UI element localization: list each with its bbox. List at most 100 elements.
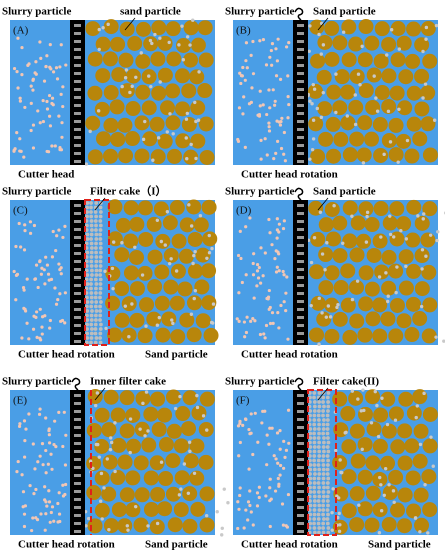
- sand-particle: [87, 51, 103, 67]
- slurry-particle: [36, 285, 40, 290]
- sand-particle: [165, 115, 181, 131]
- slurry-particle: [24, 427, 28, 431]
- slurry-particle: [143, 119, 147, 124]
- slurry-particle: [422, 212, 426, 216]
- slurry-particle: [339, 470, 343, 475]
- cake-particle: [325, 418, 330, 422]
- cake-particle: [317, 422, 322, 427]
- sand-particle: [158, 437, 174, 453]
- cake-particle: [321, 508, 326, 512]
- cake-particle: [89, 300, 94, 304]
- slurry-particle: [258, 332, 263, 337]
- slurry-particle: [334, 110, 338, 115]
- slurry-particle: [422, 391, 426, 396]
- slurry-particle: [61, 494, 66, 498]
- slurry-particle: [236, 253, 241, 258]
- cake-particle: [98, 210, 103, 214]
- sand-particle: [349, 131, 365, 147]
- sand-particle: [121, 296, 137, 312]
- slurry-particle: [281, 269, 285, 274]
- slurry-particle: [259, 138, 263, 142]
- cake-particle: [98, 223, 103, 228]
- cake-particle: [317, 431, 321, 436]
- sand-particle: [158, 471, 174, 487]
- slurry-particle: [48, 520, 52, 524]
- slurry-particle: [50, 96, 55, 100]
- slurry-particle: [28, 220, 33, 224]
- cutter-slot: [74, 426, 81, 429]
- slurry-particle: [44, 471, 48, 475]
- sand-particle: [101, 422, 117, 438]
- slurry-particle: [184, 136, 188, 140]
- sand-particle: [114, 312, 130, 328]
- slurry-particle: [222, 487, 226, 491]
- slurry-particle: [244, 273, 248, 277]
- slurry-particle: [255, 504, 260, 508]
- slurry-particle: [13, 147, 17, 151]
- slurry-particle: [97, 47, 101, 52]
- cake-particle: [89, 250, 94, 255]
- sand-particle: [421, 469, 437, 485]
- sand-particle: [199, 149, 215, 165]
- sand-particle: [157, 501, 173, 517]
- sand-particle: [342, 329, 358, 345]
- slurry-particle: [141, 137, 146, 142]
- slurry-particle: [12, 66, 17, 71]
- slurry-particle: [350, 389, 355, 393]
- slurry-particle: [353, 93, 357, 97]
- cake-particle: [325, 395, 330, 400]
- slurry-particle: [84, 162, 89, 166]
- cake-particle: [94, 273, 99, 277]
- slurry-particle: [282, 152, 286, 156]
- sand-particle: [129, 281, 145, 297]
- slurry-particle: [63, 463, 68, 467]
- cake-particle: [89, 246, 94, 250]
- cutter-slot: [297, 128, 304, 131]
- slurry-particle: [22, 524, 27, 529]
- cake-particle: [317, 472, 322, 476]
- sand-particle: [202, 231, 218, 247]
- slurry-particle: [247, 427, 251, 432]
- slurry-particle: [253, 411, 257, 415]
- sand-particle: [129, 249, 145, 265]
- slurry-particle: [337, 529, 342, 534]
- sand-particle: [187, 263, 203, 279]
- sand-particle: [133, 455, 149, 471]
- sand-particle: [356, 233, 372, 249]
- sand-particle: [193, 217, 209, 233]
- slurry-particle: [279, 303, 283, 308]
- sand-particle: [125, 131, 141, 147]
- sand-particle: [340, 297, 356, 313]
- slurry-particle: [287, 102, 291, 107]
- slurry-particle: [23, 229, 27, 233]
- sand-particle: [111, 502, 127, 518]
- slurry-particle: [28, 483, 32, 488]
- sand-particle: [374, 85, 390, 101]
- panel-label: (A): [13, 25, 29, 37]
- slurry-particle: [251, 452, 255, 457]
- slurry-particle: [271, 88, 275, 92]
- cake-particle: [89, 327, 94, 331]
- slurry-particle: [113, 421, 117, 425]
- sand-particle: [334, 69, 350, 85]
- sand-particle: [405, 232, 421, 248]
- sand-particle: [163, 279, 179, 295]
- cake-particle: [316, 499, 321, 503]
- slurry-particle: [317, 32, 321, 37]
- cutter-slot: [74, 80, 81, 83]
- slurry-particle: [146, 429, 150, 433]
- slurry-particle: [282, 439, 286, 443]
- slurry-particle: [253, 319, 257, 323]
- sand-particle: [201, 295, 217, 311]
- sand-particle: [421, 264, 437, 280]
- cake-particle: [308, 463, 313, 467]
- cake-particle: [94, 300, 99, 304]
- cake-particle: [326, 458, 330, 463]
- sand-particle: [310, 231, 326, 247]
- slurry-particle: [265, 153, 269, 157]
- sand-particle: [414, 248, 430, 264]
- slurry-particle: [255, 284, 259, 288]
- slurry-particle: [167, 40, 171, 45]
- sand-particle: [414, 37, 430, 53]
- sand-particle: [357, 469, 373, 485]
